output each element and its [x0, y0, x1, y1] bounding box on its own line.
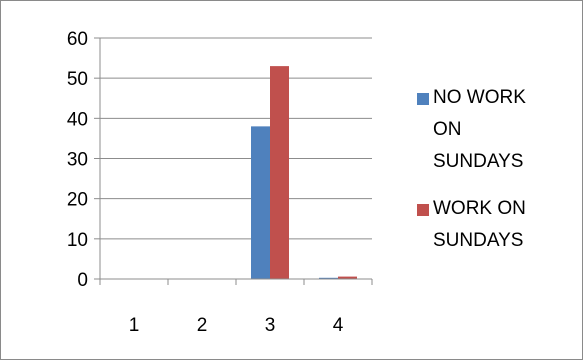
x-tick-label: 1	[129, 315, 140, 336]
y-tick-label: 10	[67, 230, 88, 251]
legend-swatch-work	[417, 204, 429, 216]
bar-no-work-cat-4	[319, 277, 338, 279]
bar-work-cat-3	[270, 66, 289, 279]
legend: NO WORK ON SUNDAYS WORK ON SUNDAYS	[417, 87, 526, 251]
bar-no-work-cat-3	[251, 126, 270, 279]
bar-work-cat-4	[338, 276, 357, 279]
legend-label-no-work: NO WORK ON SUNDAYS	[433, 87, 526, 172]
y-tick-label: 30	[67, 150, 88, 171]
legend-label-work: WORK ON SUNDAYS	[433, 198, 526, 251]
bars	[251, 66, 357, 279]
y-tick-label: 50	[67, 69, 88, 90]
y-tick-label: 60	[67, 29, 88, 50]
gridlines	[100, 37, 372, 240]
x-tick-label: 3	[265, 315, 276, 336]
legend-swatch-no-work	[417, 93, 429, 105]
y-tick-label: 40	[67, 109, 88, 130]
y-tick-label: 0	[77, 270, 88, 291]
x-axis-ticks: 1 2 3 4	[99, 279, 373, 336]
x-tick-label: 2	[197, 315, 208, 336]
y-tick-label: 20	[67, 190, 88, 211]
x-tick-label: 4	[333, 315, 344, 336]
y-axis-ticks: 0 10 20 30 40 50 60	[67, 29, 100, 291]
